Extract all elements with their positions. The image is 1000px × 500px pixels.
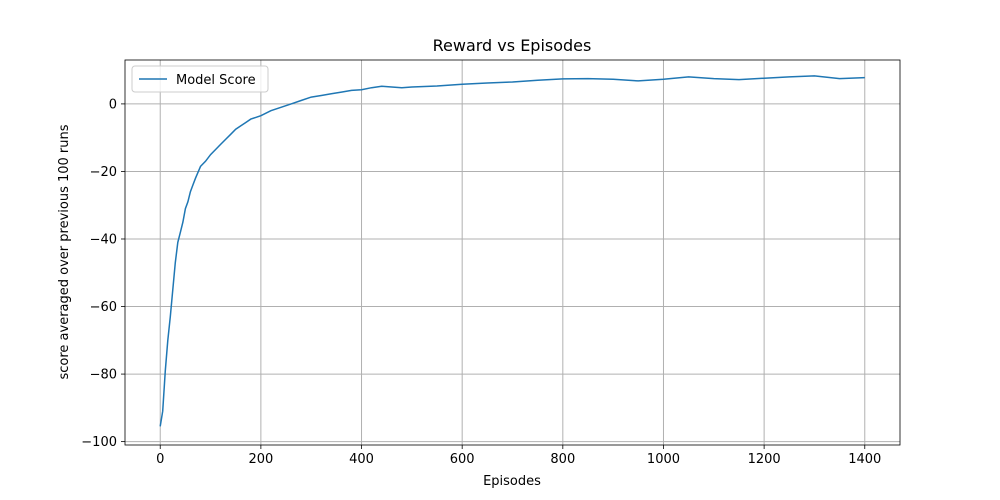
grid-lines bbox=[125, 60, 900, 445]
plot-area-frame bbox=[124, 59, 901, 446]
chart-title: Reward vs Episodes bbox=[433, 36, 592, 55]
x-tick-label: 200 bbox=[248, 452, 273, 467]
x-axis-label: Episodes bbox=[483, 474, 541, 489]
x-tick-label: 600 bbox=[450, 452, 475, 467]
x-axis-ticks: 0 200 400 600 800 1000 1200 1400 bbox=[156, 445, 881, 467]
y-tick-label: 0 bbox=[109, 97, 117, 112]
legend-label-model-score: Model Score bbox=[176, 73, 256, 88]
x-tick-label: 400 bbox=[349, 452, 374, 467]
y-tick-label: −60 bbox=[90, 300, 117, 315]
y-axis-ticks: −100 −80 −60 −40 −20 0 bbox=[81, 97, 125, 450]
y-tick-label: −40 bbox=[90, 232, 117, 247]
y-tick-label: −20 bbox=[90, 165, 117, 180]
y-axis-label: score averaged over previous 100 runs bbox=[57, 124, 72, 379]
x-tick-label: 1400 bbox=[848, 452, 881, 467]
legend-box bbox=[131, 65, 269, 93]
model-score-line bbox=[159, 75, 865, 427]
legend: Model Score bbox=[131, 65, 269, 93]
x-tick-label: 0 bbox=[156, 452, 164, 467]
x-tick-label: 1000 bbox=[647, 452, 680, 467]
x-tick-label: 800 bbox=[550, 452, 575, 467]
x-tick-label: 1200 bbox=[748, 452, 781, 467]
y-tick-label: −80 bbox=[90, 368, 117, 383]
y-tick-label: −100 bbox=[81, 435, 117, 450]
